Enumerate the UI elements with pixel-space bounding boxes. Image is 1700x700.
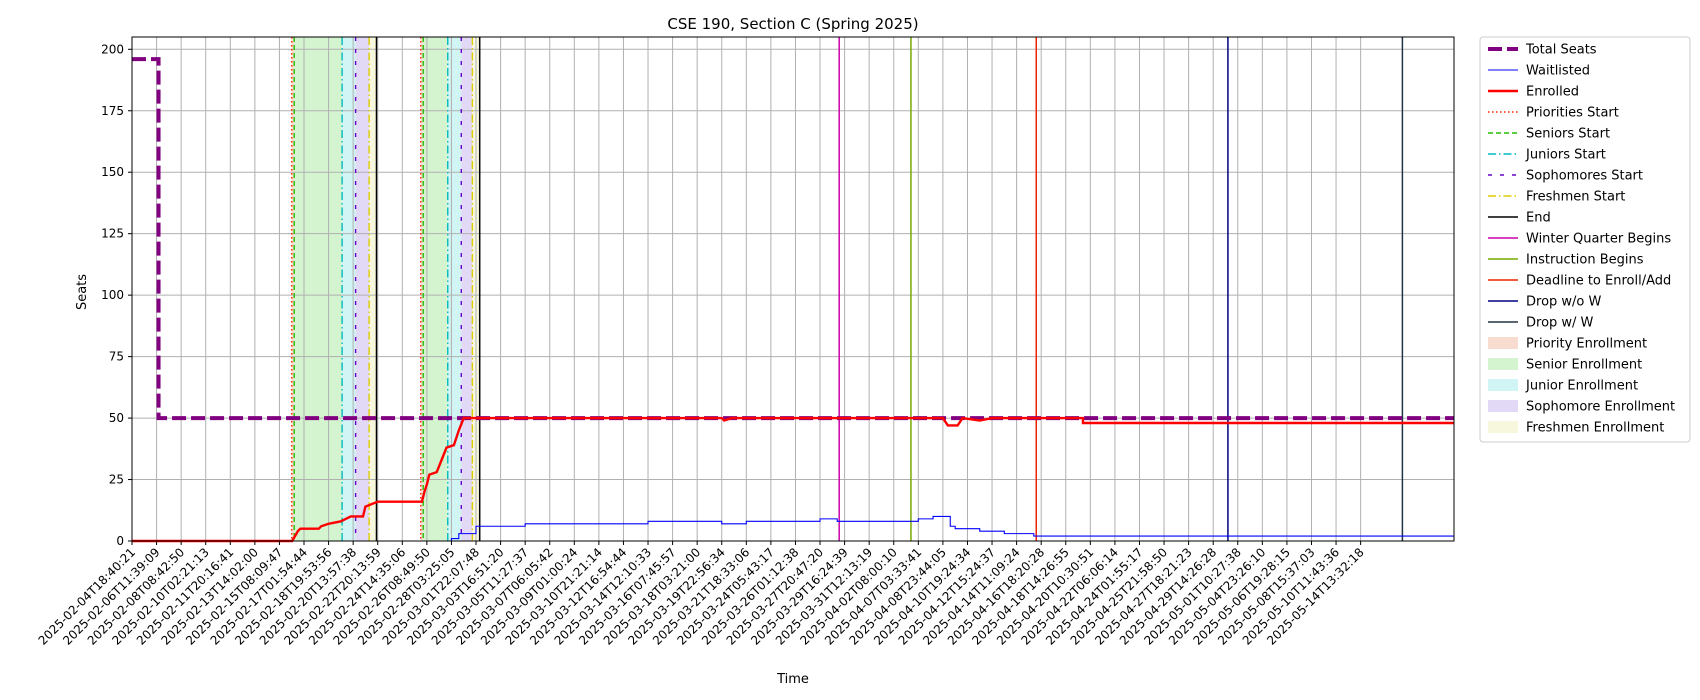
y-tick-label: 75: [109, 350, 124, 364]
legend-label: Enrolled: [1526, 85, 1579, 100]
legend-swatch: [1488, 358, 1518, 370]
legend-label: Total Seats: [1525, 43, 1597, 58]
shaded-region-2-1: [447, 37, 462, 541]
legend-label: Sophomore Enrollment: [1526, 400, 1675, 415]
legend-swatch: [1488, 400, 1518, 412]
series-line-2: [132, 416, 1454, 543]
shaded-region-0-0: [291, 37, 295, 541]
series-lines: [132, 57, 1454, 543]
shaded-region-1-0: [294, 37, 343, 541]
legend-label: Junior Enrollment: [1525, 379, 1638, 394]
shaded-region-3-1: [461, 37, 473, 541]
chart-title: CSE 190, Section C (Spring 2025): [667, 15, 918, 33]
legend-label: Sophomores Start: [1526, 169, 1643, 184]
y-tick-label: 50: [109, 411, 124, 425]
shaded-region-4-0: [369, 37, 377, 541]
legend-label: Freshmen Start: [1526, 190, 1625, 205]
shaded-region-3-0: [355, 37, 370, 541]
legend-label: Waitlisted: [1526, 64, 1590, 79]
legend-swatch: [1488, 421, 1518, 433]
legend-label: Drop w/ W: [1526, 316, 1594, 331]
y-axis-title: Seats: [75, 274, 90, 310]
y-tick-label: 100: [101, 288, 124, 302]
legend-label: Priority Enrollment: [1526, 337, 1647, 352]
legend-swatch: [1488, 379, 1518, 391]
legend-label: Deadline to Enroll/Add: [1526, 274, 1671, 289]
y-tick-label: 25: [109, 473, 124, 487]
legend-label: Juniors Start: [1525, 148, 1606, 163]
legend-label: Seniors Start: [1526, 127, 1610, 142]
legend-label: Drop w/o W: [1526, 295, 1602, 310]
shaded-region-2-0: [342, 37, 356, 541]
y-tick-label: 125: [101, 227, 124, 241]
legend-box: [1479, 36, 1691, 443]
legend-swatch: [1488, 337, 1518, 349]
legend-label: Senior Enrollment: [1526, 358, 1642, 373]
legend-label: Priorities Start: [1526, 106, 1619, 121]
y-tick-label: 0: [116, 534, 124, 548]
shaded-region-0-1: [420, 37, 424, 541]
y-tick-label: 200: [101, 42, 124, 56]
legend: Total Seats Waitlisted Enrolled Priorities …: [1479, 36, 1691, 443]
legend-label: Freshmen Enrollment: [1526, 421, 1664, 436]
axes: 02550751001251501752002025-02-04T18:40:2…: [36, 36, 1455, 648]
y-tick-label: 150: [101, 165, 124, 179]
legend-label: Instruction Begins: [1526, 253, 1644, 268]
y-tick-label: 175: [101, 104, 124, 118]
plot-frame: [131, 36, 1455, 542]
x-axis-title: Time: [776, 672, 809, 687]
legend-label: Winter Quarter Begins: [1526, 232, 1671, 247]
series-line-1: [132, 515, 1454, 542]
event-lines: [291, 37, 1404, 541]
legend-label: End: [1526, 211, 1551, 226]
